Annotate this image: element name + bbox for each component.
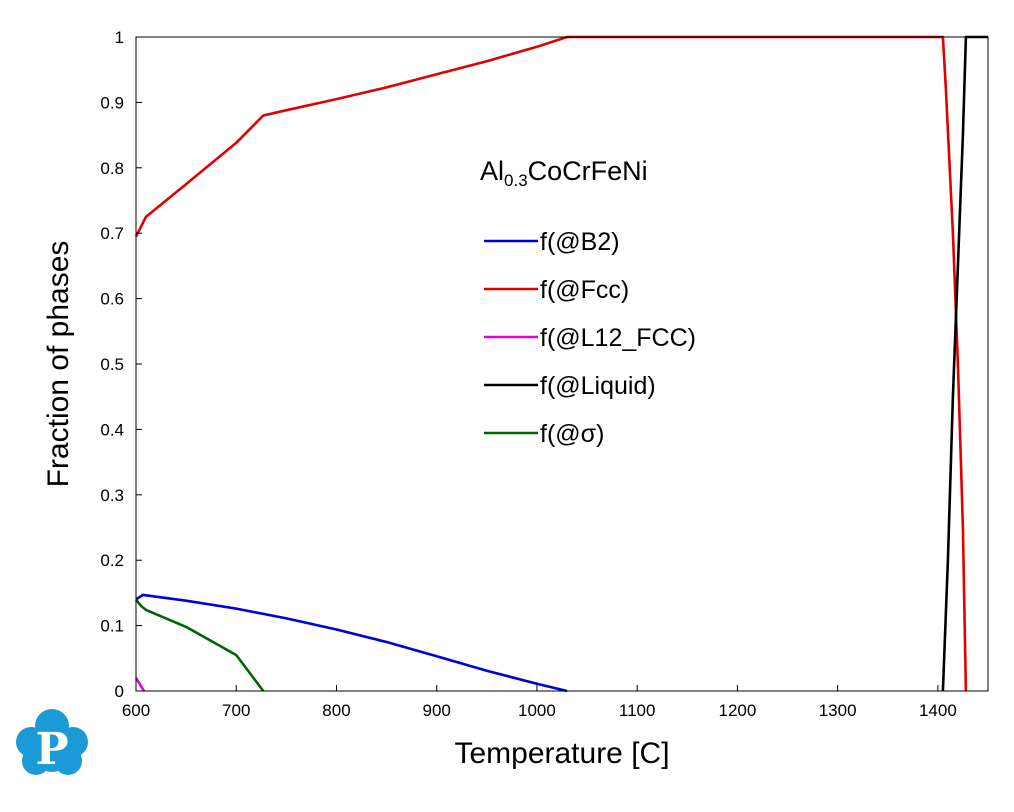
y-tick-label: 0.1 xyxy=(100,617,124,636)
legend-label: f(@σ) xyxy=(540,420,604,448)
y-tick-label: 0.5 xyxy=(100,355,124,374)
x-tick-label: 800 xyxy=(322,701,350,720)
company-logo-icon: P xyxy=(16,709,88,775)
logo-letter: P xyxy=(35,724,68,775)
series-line-3 xyxy=(134,677,146,692)
legend: f(@B2) f(@Fcc) f(@L12_FCC) f(@Liquid) f(@σ) xyxy=(484,228,696,448)
y-tick-label: 0.6 xyxy=(100,290,124,309)
alloy-annotation-subscript: 0.3 xyxy=(504,171,528,190)
y-tick-label: 0.7 xyxy=(100,224,124,243)
y-tick-label: 0.8 xyxy=(100,159,124,178)
x-tick-label: 700 xyxy=(222,701,250,720)
legend-label: f(@L12_FCC) xyxy=(540,324,696,352)
legend-label: f(@B2) xyxy=(540,228,620,256)
legend-label: f(@Liquid) xyxy=(540,372,656,400)
y-tick-label: 0.4 xyxy=(100,420,124,439)
x-tick-label: 1200 xyxy=(718,701,756,720)
plot-background xyxy=(136,37,988,691)
x-axis-ticks: 600 700 800 900 1000 1100 1200 1300 1400 xyxy=(122,685,957,720)
y-tick-label: 0.9 xyxy=(100,93,124,112)
legend-label: f(@Fcc) xyxy=(540,276,629,304)
x-tick-label: 1100 xyxy=(619,701,656,720)
x-tick-label: 900 xyxy=(423,701,451,720)
alloy-annotation-prefix: Al xyxy=(480,156,504,186)
series-line-1 xyxy=(135,593,568,693)
x-tick-label: 1300 xyxy=(819,701,857,720)
series-line-5 xyxy=(134,598,265,692)
y-axis-ticks: 0 0.1 0.2 0.3 0.4 0.5 0.6 0.7 0.8 0.9 1 xyxy=(100,28,142,701)
y-tick-label: 0.3 xyxy=(100,486,124,505)
y-tick-label: 0 xyxy=(115,682,124,701)
alloy-annotation-suffix: CoCrFeNi xyxy=(528,156,648,186)
y-tick-label: 0.2 xyxy=(100,551,124,570)
series-line-2 xyxy=(134,35,968,692)
x-tick-label: 1400 xyxy=(919,701,957,720)
x-tick-label: 600 xyxy=(122,701,150,720)
x-tick-label: 1000 xyxy=(518,701,556,720)
y-tick-label: 1 xyxy=(115,28,124,47)
y-axis-title: Fraction of phases xyxy=(42,241,75,488)
alloy-annotation: Al0.3CoCrFeNi xyxy=(480,156,648,190)
x-axis-title: Temperature [C] xyxy=(454,737,669,770)
